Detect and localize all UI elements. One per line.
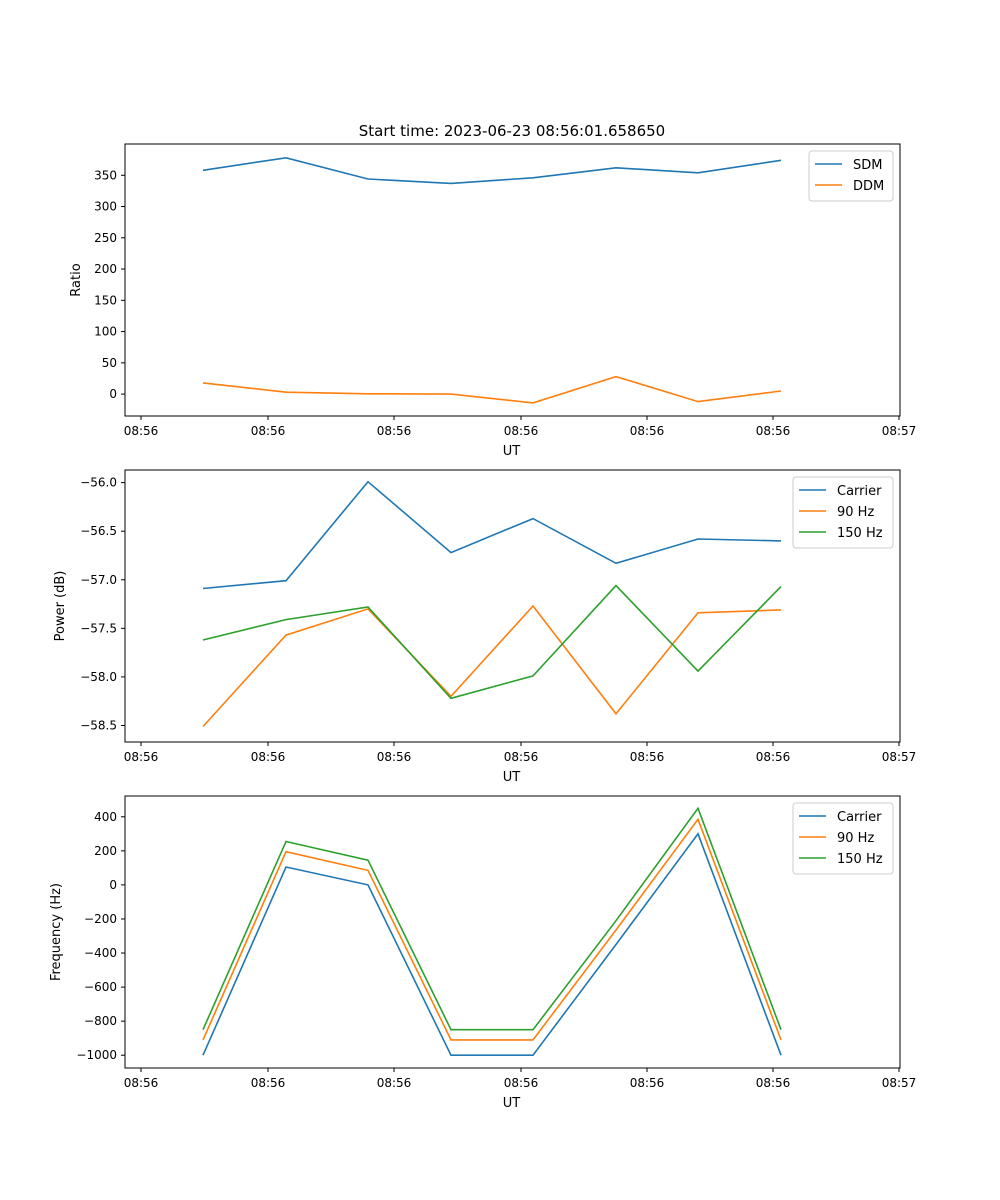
x-tick-label: 08:56 — [124, 1076, 159, 1090]
x-axis-label: UT — [503, 1096, 521, 1111]
series-line-sdm — [202, 156, 782, 185]
y-tick-label: −57.0 — [80, 573, 117, 587]
y-tick-label: −58.0 — [80, 670, 117, 684]
series-line-90-hz — [202, 817, 782, 1041]
legend-label: Carrier — [837, 810, 882, 825]
y-tick-label: 200 — [94, 262, 117, 276]
legend-label: 90 Hz — [837, 831, 874, 846]
axes-frame — [124, 795, 901, 1069]
x-tick-label: 08:56 — [630, 750, 665, 764]
axes-frame — [124, 143, 901, 417]
panel-3: 08:56 08:56 08:56 08:56 08:56 08:56 08:57 UT −10… — [49, 795, 917, 1111]
series-line-150-hz — [202, 584, 782, 700]
x-axis-label: UT — [503, 770, 521, 785]
y-tick-label: 100 — [94, 325, 117, 339]
plots-container: 08:56 08:56 08:56 08:56 08:56 08:56 08:57 UT 0 50… — [49, 143, 917, 1111]
y-tick-label: −57.5 — [80, 621, 117, 635]
panel-1: 08:56 08:56 08:56 08:56 08:56 08:56 08:57 UT 0 50… — [69, 143, 917, 459]
legend-label: DDM — [853, 179, 884, 194]
y-tick-label: −58.5 — [80, 718, 117, 732]
x-tick-label: 08:56 — [630, 1076, 665, 1090]
y-tick-label: 150 — [94, 293, 117, 307]
x-tick-label: 08:56 — [251, 750, 286, 764]
y-axis-label: Frequency (Hz) — [49, 883, 64, 981]
y-tick-label: 50 — [102, 356, 117, 370]
x-tick-label: 08:56 — [756, 424, 791, 438]
x-tick-label: 08:56 — [251, 1076, 286, 1090]
y-tick-label: 300 — [94, 200, 117, 214]
x-tick-label: 08:56 — [504, 1076, 539, 1090]
y-tick-label: −56.0 — [80, 476, 117, 490]
x-tick-label: 08:56 — [377, 424, 412, 438]
legend-label: Carrier — [837, 484, 882, 499]
legend-label: 150 Hz — [837, 852, 883, 867]
y-tick-label: 250 — [94, 231, 117, 245]
legend: SDM DDM — [808, 150, 894, 202]
legend-label: 150 Hz — [837, 526, 883, 541]
y-tick-label: 200 — [94, 844, 117, 858]
y-tick-label: 0 — [109, 387, 117, 401]
axes-frame — [124, 469, 901, 743]
x-tick-label: 08:56 — [504, 750, 539, 764]
series-line-150-hz — [202, 806, 782, 1031]
series-line-ddm — [202, 375, 782, 404]
y-tick-label: −1000 — [76, 1048, 117, 1062]
x-tick-label: 08:56 — [377, 1076, 412, 1090]
x-tick-label: 08:56 — [756, 1076, 791, 1090]
y-tick-label: 400 — [94, 810, 117, 824]
legend: Carrier 90 Hz 150 Hz — [792, 802, 894, 875]
y-tick-label: −400 — [84, 946, 117, 960]
y-tick-label: 350 — [94, 168, 117, 182]
legend-label: SDM — [853, 158, 882, 173]
x-tick-label: 08:56 — [377, 750, 412, 764]
series-line-carrier — [202, 832, 782, 1056]
y-tick-label: −800 — [84, 1014, 117, 1028]
y-axis-label: Power (dB) — [53, 571, 68, 642]
y-tick-label: −600 — [84, 980, 117, 994]
figure-title: Start time: 2023-06-23 08:56:01.658650 — [359, 122, 665, 140]
x-tick-label: 08:56 — [630, 424, 665, 438]
x-tick-label: 08:57 — [882, 750, 917, 764]
x-tick-label: 08:57 — [882, 1076, 917, 1090]
legend: Carrier 90 Hz 150 Hz — [792, 476, 894, 549]
legend-box — [792, 802, 894, 875]
legend-box — [792, 476, 894, 549]
y-tick-label: −56.5 — [80, 524, 117, 538]
x-axis-label: UT — [503, 444, 521, 459]
series-line-90-hz — [202, 604, 782, 728]
series-line-carrier — [202, 480, 782, 590]
y-tick-label: −200 — [84, 912, 117, 926]
x-tick-label: 08:56 — [124, 750, 159, 764]
y-tick-label: 0 — [109, 878, 117, 892]
x-tick-label: 08:56 — [756, 750, 791, 764]
x-tick-label: 08:56 — [251, 424, 286, 438]
x-tick-label: 08:56 — [124, 424, 159, 438]
y-axis-label: Ratio — [69, 263, 84, 296]
legend-label: 90 Hz — [837, 505, 874, 520]
x-tick-label: 08:57 — [882, 424, 917, 438]
x-tick-label: 08:56 — [504, 424, 539, 438]
panel-2: 08:56 08:56 08:56 08:56 08:56 08:56 08:57 UT −58… — [53, 469, 917, 785]
